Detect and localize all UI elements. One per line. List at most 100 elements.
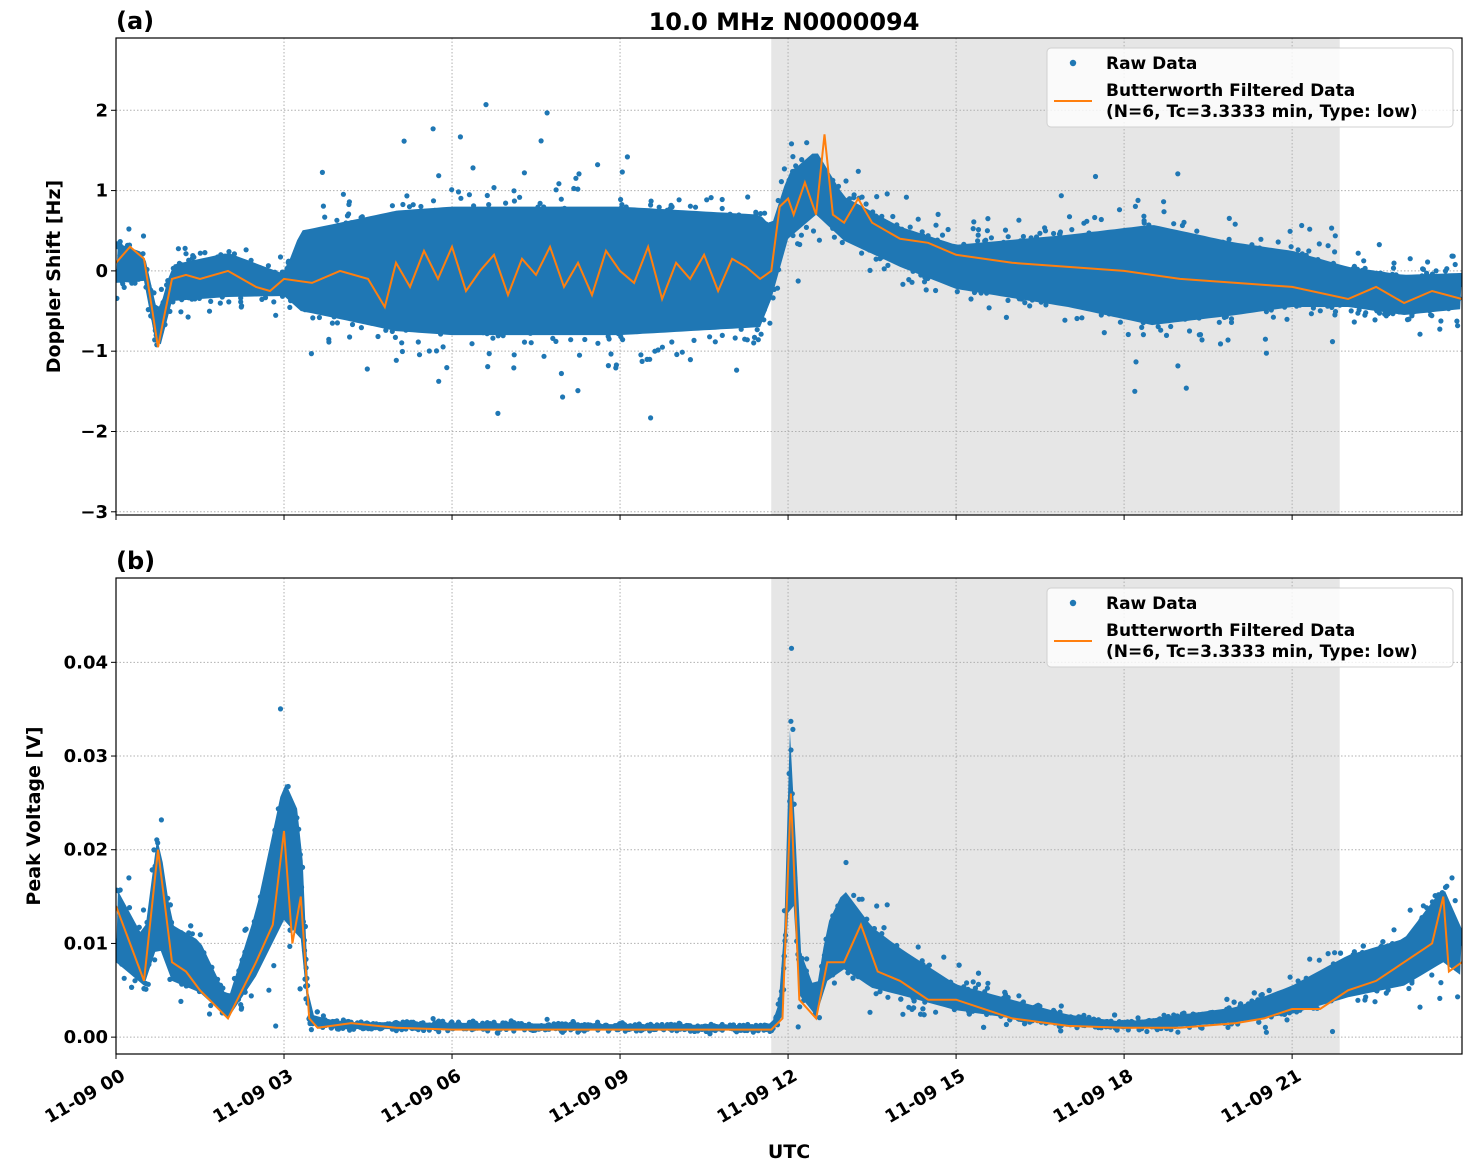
raw-data-point	[1287, 228, 1293, 234]
raw-data-point	[511, 198, 517, 204]
raw-data-point	[985, 980, 991, 986]
raw-data-point	[1383, 990, 1389, 996]
raw-data-point	[242, 927, 248, 933]
raw-data-point	[1155, 324, 1161, 330]
raw-data-point	[320, 203, 326, 209]
raw-data-point	[1163, 332, 1170, 338]
raw-data-point	[1429, 972, 1435, 978]
raw-data-point	[1425, 259, 1431, 265]
raw-data-point	[206, 308, 213, 314]
raw-data-point	[145, 981, 151, 987]
raw-data-point	[178, 998, 184, 1005]
raw-data-point	[859, 250, 865, 256]
raw-data-point	[426, 348, 432, 354]
raw-data-point	[511, 352, 517, 358]
raw-data-point	[639, 358, 645, 364]
raw-data-point	[1199, 337, 1205, 343]
raw-data-point	[436, 378, 442, 384]
raw-data-point	[679, 349, 685, 355]
raw-data-point	[226, 299, 232, 305]
raw-data-point	[558, 370, 565, 377]
raw-data-point	[1433, 268, 1439, 274]
raw-data-point	[1406, 316, 1412, 322]
raw-data-point	[511, 365, 517, 371]
raw-data-point	[175, 246, 181, 252]
raw-data-point	[1372, 317, 1378, 323]
raw-data-point	[1016, 993, 1022, 999]
raw-data-point	[1376, 242, 1382, 248]
raw-data-point	[1216, 319, 1222, 325]
raw-data-point	[1217, 341, 1224, 347]
raw-data-point	[863, 201, 869, 207]
raw-data-point	[1329, 1028, 1336, 1035]
raw-data-point	[964, 980, 970, 986]
raw-data-point	[401, 138, 407, 144]
raw-data-point	[795, 278, 801, 284]
raw-data-point	[1079, 315, 1085, 321]
raw-data-point	[1308, 311, 1314, 317]
raw-data-point	[754, 327, 760, 333]
raw-data-point	[669, 339, 675, 345]
raw-data-point	[795, 1024, 801, 1030]
raw-data-point	[797, 241, 803, 248]
chart-title: 10.0 MHz N0000094	[649, 8, 920, 36]
raw-data-point	[1116, 207, 1123, 213]
raw-data-point	[1437, 995, 1443, 1002]
raw-data-point	[1429, 313, 1435, 319]
raw-data-point	[400, 201, 406, 208]
raw-data-point	[1284, 1017, 1290, 1023]
raw-data-point	[571, 185, 577, 192]
raw-data-point	[1406, 985, 1412, 992]
raw-data-point	[349, 321, 356, 328]
raw-data-point	[648, 198, 654, 204]
raw-data-point	[486, 351, 492, 357]
raw-data-point	[575, 1029, 581, 1035]
raw-data-point	[975, 981, 982, 988]
raw-data-point	[556, 181, 562, 187]
raw-data-point	[541, 353, 547, 359]
raw-data-point	[206, 1011, 213, 1017]
raw-data-point	[433, 348, 440, 354]
axes-frame	[115, 37, 1463, 516]
raw-data-point	[984, 228, 991, 234]
raw-data-point	[449, 187, 455, 193]
raw-data-point	[1069, 227, 1075, 233]
raw-data-point	[762, 210, 768, 216]
raw-data-point	[1258, 236, 1264, 242]
raw-data-point	[121, 284, 127, 290]
raw-data-point	[573, 175, 579, 181]
raw-data-point	[1295, 247, 1301, 253]
raw-data-point	[444, 365, 450, 371]
raw-data-point	[1452, 261, 1458, 268]
raw-data-point	[457, 134, 463, 140]
raw-data-point	[537, 200, 543, 206]
raw-data-point	[1409, 313, 1415, 319]
raw-data-point	[751, 334, 758, 340]
raw-data-point	[656, 204, 662, 210]
raw-data-point	[970, 979, 976, 985]
raw-data-point	[704, 197, 710, 203]
raw-data-point	[1417, 1004, 1423, 1010]
raw-data-point	[277, 254, 284, 260]
raw-data-point	[1348, 308, 1354, 314]
raw-data-point	[1139, 324, 1145, 330]
raw-data-point	[1225, 337, 1231, 343]
raw-data-point	[648, 415, 654, 421]
raw-data-point	[1168, 323, 1174, 330]
raw-data-point	[954, 289, 960, 295]
raw-data-point	[985, 216, 991, 222]
raw-data-point	[416, 352, 423, 358]
raw-data-point	[778, 179, 785, 185]
raw-data-point	[208, 298, 214, 304]
raw-data-point	[1391, 927, 1397, 933]
raw-data-point	[1226, 236, 1232, 242]
raw-data-point	[810, 228, 817, 234]
raw-data-point	[988, 235, 995, 241]
raw-data-point	[265, 263, 271, 269]
raw-data-point	[1066, 214, 1073, 220]
legend-box	[1046, 47, 1454, 128]
raw-data-point	[945, 226, 951, 233]
raw-data-point	[968, 296, 974, 302]
raw-data-point	[1449, 875, 1455, 881]
